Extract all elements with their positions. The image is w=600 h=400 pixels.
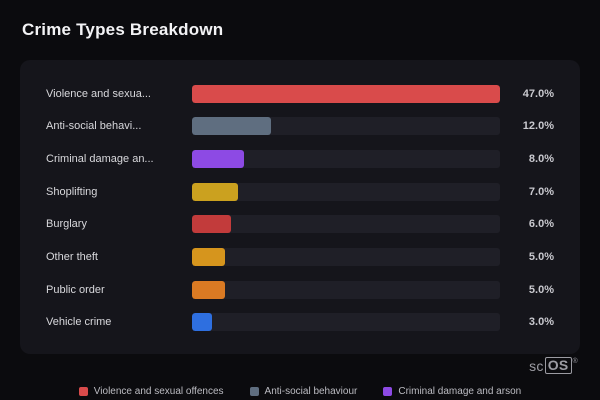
legend-swatch	[78, 387, 88, 396]
bar-track	[192, 84, 500, 103]
bar-track	[192, 280, 500, 299]
value-label: 47.0%	[522, 87, 554, 100]
bar-row: Violence and sexua... 47.0%	[46, 84, 554, 103]
legend-label: Anti-social behaviour	[264, 386, 358, 397]
bar-fill[interactable]	[192, 313, 212, 332]
bar-track	[192, 313, 500, 332]
bar-fill[interactable]	[192, 84, 500, 103]
value-label: 5.0%	[528, 251, 554, 264]
page-title: Crime Types Breakdown	[22, 20, 224, 39]
chart-card: Violence and sexua... 47.0% Anti-social be…	[20, 60, 580, 354]
legend-item[interactable]: Criminal damage and arson	[383, 386, 521, 397]
bar-row: Shoplifting 7.0%	[46, 182, 554, 201]
bar-track	[192, 149, 500, 168]
brand-logo: sc OS ®	[529, 357, 578, 374]
registered-mark: ®	[572, 358, 578, 365]
category-label: Vehicle crime	[46, 316, 112, 329]
bar-fill[interactable]	[192, 117, 271, 136]
bar-row: Anti-social behavi... 12.0%	[46, 117, 554, 136]
bar-track	[192, 117, 500, 136]
category-label: Shoplifting	[46, 185, 98, 198]
bar-fill[interactable]	[192, 182, 238, 201]
bar-fill[interactable]	[192, 248, 225, 267]
category-label: Public order	[46, 283, 105, 296]
bar-row: Vehicle crime 3.0%	[46, 313, 554, 332]
legend-swatch	[383, 387, 393, 396]
legend-item[interactable]: Anti-social behaviour	[249, 386, 358, 397]
value-label: 6.0%	[528, 218, 554, 231]
bar-fill[interactable]	[192, 215, 232, 234]
value-label: 3.0%	[528, 316, 554, 329]
category-label: Burglary	[46, 218, 87, 231]
legend-label: Violence and sexual offences	[93, 386, 224, 397]
bar-row: Criminal damage an... 8.0%	[46, 149, 554, 168]
legend: Violence and sexual offences Anti-social …	[0, 383, 600, 400]
bar-row: Other theft 5.0%	[46, 248, 554, 267]
brand-prefix: sc	[529, 357, 544, 374]
bar-track	[192, 215, 500, 234]
category-label: Violence and sexua...	[46, 87, 151, 100]
category-label: Anti-social behavi...	[46, 120, 142, 133]
legend-label: Criminal damage and arson	[398, 386, 522, 397]
bar-fill[interactable]	[192, 149, 245, 168]
legend-swatch	[249, 387, 259, 396]
bar-track	[192, 182, 500, 201]
category-label: Other theft	[46, 251, 98, 264]
value-label: 8.0%	[528, 152, 554, 165]
legend-item[interactable]: Violence and sexual offences	[78, 386, 224, 397]
bar-row: Public order 5.0%	[46, 280, 554, 299]
bar-track	[192, 248, 500, 267]
value-label: 12.0%	[522, 120, 554, 133]
bar-fill[interactable]	[192, 280, 225, 299]
value-label: 7.0%	[528, 185, 554, 198]
bar-row: Burglary 6.0%	[46, 215, 554, 234]
bar-rows: Violence and sexua... 47.0% Anti-social be…	[46, 84, 554, 332]
category-label: Criminal damage an...	[46, 152, 154, 165]
brand-os-box: OS	[544, 357, 572, 374]
value-label: 5.0%	[528, 283, 554, 296]
